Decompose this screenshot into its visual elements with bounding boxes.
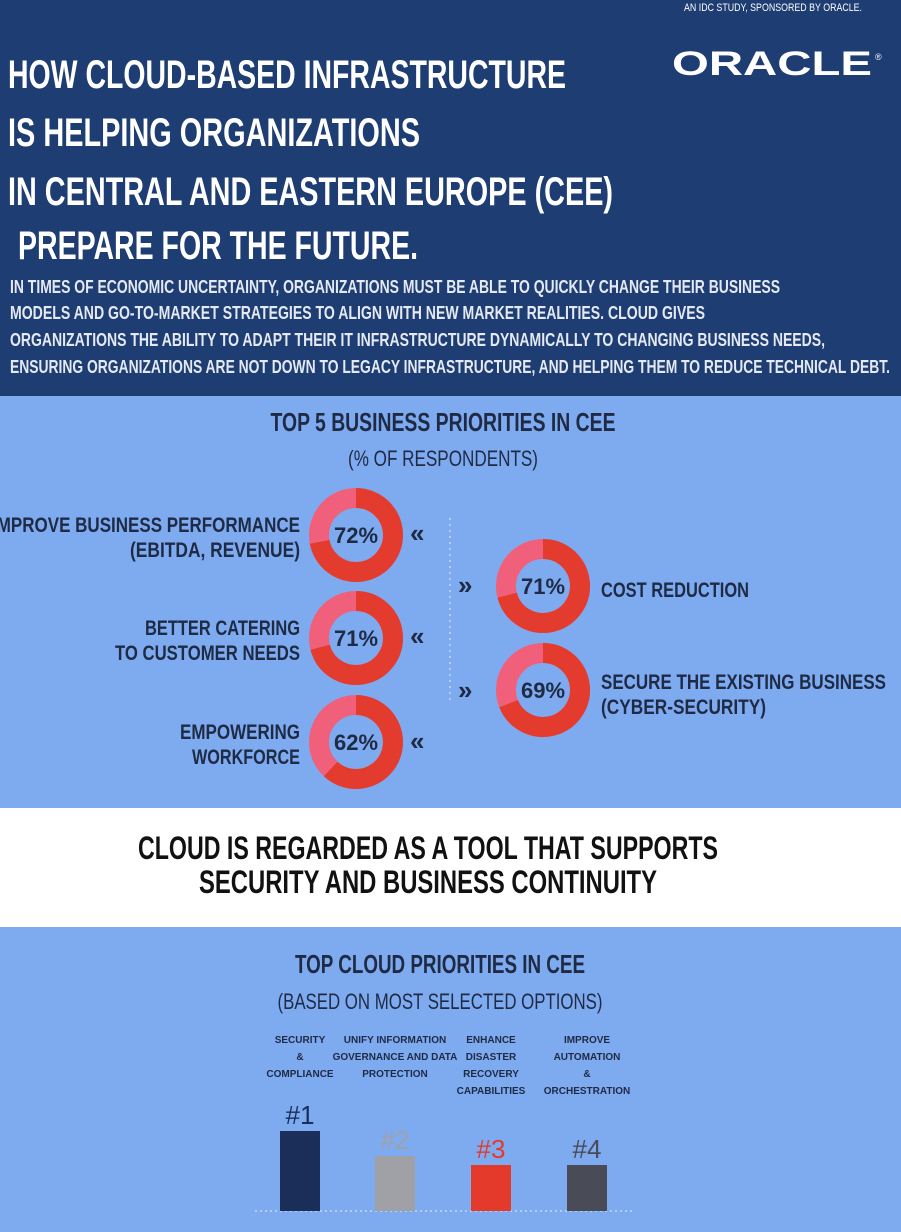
rank-label: #2 <box>381 1125 410 1155</box>
priority-label: IMPROVE BUSINESS PERFORMANCE <box>0 514 300 537</box>
section-title: TOP CLOUD PRIORITIES IN CEE <box>295 949 585 979</box>
chevron: » <box>458 570 472 600</box>
cloud-label: ORCHESTRATION <box>544 1086 630 1097</box>
tagline: AN IDC STUDY, SPONSORED BY ORACLE. <box>684 2 862 14</box>
donut-arc <box>310 591 403 685</box>
chevron: « <box>410 726 424 756</box>
priority-label: EMPOWERING <box>180 721 300 744</box>
title-line: PREPARE FOR THE FUTURE. <box>18 224 418 268</box>
section-subtitle: (% OF RESPONDENTS) <box>348 446 538 471</box>
cloud-label: DISASTER <box>466 1052 517 1063</box>
chevron: » <box>458 675 472 705</box>
donut-label: 72% <box>334 523 378 548</box>
rank-bar <box>280 1131 320 1211</box>
intro-line: IN TIMES OF ECONOMIC UNCERTAINTY, ORGANI… <box>10 277 780 297</box>
cloud-label: GOVERNANCE AND DATA <box>333 1052 458 1063</box>
rank-label: #4 <box>573 1134 602 1164</box>
cloud-label: & <box>296 1052 303 1063</box>
cloud-label: PROTECTION <box>362 1069 428 1080</box>
registered-mark: ® <box>875 52 882 62</box>
cloud-band <box>0 927 901 1232</box>
chevron: « <box>410 518 424 548</box>
priority-label: (EBITDA, REVENUE) <box>130 539 300 562</box>
intro-line: ORGANIZATIONS THE ABILITY TO ADAPT THEIR… <box>10 330 825 350</box>
statement-line: SECURITY AND BUSINESS CONTINUITY <box>199 864 657 900</box>
header-band <box>0 0 901 396</box>
intro-line: ENSURING ORGANIZATIONS ARE NOT DOWN TO L… <box>10 357 890 377</box>
donut-label: 71% <box>334 626 378 651</box>
donut-arc <box>499 643 590 737</box>
priority-label: WORKFORCE <box>192 746 300 769</box>
cloud-label: RECOVERY <box>463 1069 519 1080</box>
statement-line: CLOUD IS REGARDED AS A TOOL THAT SUPPORT… <box>138 830 718 866</box>
title-line: IS HELPING ORGANIZATIONS <box>8 111 420 155</box>
cloud-label: AUTOMATION <box>554 1052 621 1063</box>
title-line: IN CENTRAL AND EASTERN EUROPE (CEE) <box>8 170 613 214</box>
priority-label: COST REDUCTION <box>601 579 749 602</box>
donut-arc <box>309 488 403 582</box>
logo: ORACLE <box>672 45 872 83</box>
cloud-label: & <box>583 1069 590 1080</box>
cloud-label: ENHANCE <box>466 1035 516 1046</box>
priority-label: BETTER CATERING <box>145 617 300 640</box>
section-title: TOP 5 BUSINESS PRIORITIES IN CEE <box>271 407 616 437</box>
donut-label: 62% <box>334 730 378 755</box>
title-line: HOW CLOUD-BASED INFRASTRUCTURE <box>8 53 566 97</box>
donut-label: 69% <box>521 678 565 703</box>
cloud-label: UNIFY INFORMATION <box>344 1035 446 1046</box>
section-subtitle: (BASED ON MOST SELECTED OPTIONS) <box>278 989 603 1014</box>
rank-label: #3 <box>477 1134 506 1164</box>
rank-bar <box>567 1165 607 1211</box>
cloud-label: SECURITY <box>275 1035 326 1046</box>
donut-arc <box>497 539 590 633</box>
rank-bar <box>375 1156 415 1211</box>
cloud-label: COMPLIANCE <box>266 1069 334 1080</box>
chevrons: « « « » » <box>410 518 472 756</box>
intro-line: MODELS AND GO-TO-MARKET STRATEGIES TO AL… <box>10 303 705 323</box>
cloud-label: IMPROVE <box>564 1035 610 1046</box>
rank-bar <box>471 1165 511 1211</box>
statement-band <box>0 808 901 927</box>
priority-label: TO CUSTOMER NEEDS <box>115 642 300 665</box>
rank-label: #1 <box>286 1100 315 1130</box>
priority-label: (CYBER-SECURITY) <box>601 696 766 719</box>
donut-label: 71% <box>521 574 565 599</box>
donut-arc <box>323 695 403 789</box>
priority-label: SECURE THE EXISTING BUSINESS <box>601 671 886 694</box>
cloud-label: CAPABILITIES <box>457 1086 526 1097</box>
chevron: « <box>410 621 424 651</box>
